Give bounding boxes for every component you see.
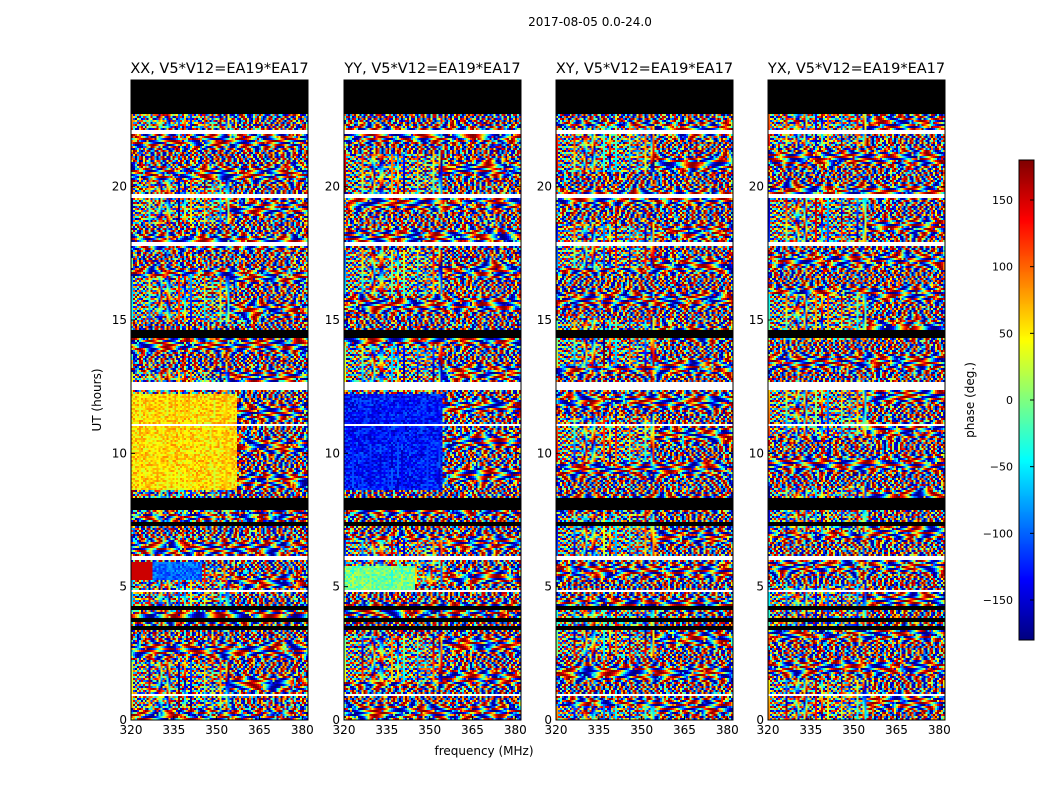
y-tick-label: 0 (332, 713, 340, 727)
x-axis-label: frequency (MHz) (434, 744, 533, 758)
figure-suptitle: 2017-08-05 0.0-24.0 (528, 15, 652, 29)
y-tick-label: 10 (749, 446, 764, 460)
colorbar-tick-label: 100 (992, 261, 1013, 274)
x-tick-label: 320 (120, 723, 143, 737)
x-tick-label: 365 (461, 723, 484, 737)
colorbar-tick-label: −150 (983, 594, 1013, 607)
colorbar-tick-label: 0 (1006, 394, 1013, 407)
y-tick-label: 20 (325, 180, 340, 194)
x-tick-label: 320 (333, 723, 356, 737)
y-tick-label: 5 (544, 580, 552, 594)
x-tick-label: 380 (716, 723, 739, 737)
panel-title: XY, V5*V12=EA19*EA17 (556, 61, 733, 77)
y-tick-label: 10 (112, 446, 127, 460)
x-tick-label: 335 (587, 723, 610, 737)
x-tick-label: 365 (885, 723, 908, 737)
x-tick-label: 335 (375, 723, 398, 737)
y-tick-label: 0 (544, 713, 552, 727)
panel-group: XX, V5*V12=EA19*EA17 320 335 350 365 380 0 5 10 1… (112, 61, 951, 737)
x-tick-label: 365 (248, 723, 271, 737)
y-tick-label: 20 (112, 180, 127, 194)
y-tick-label: 5 (756, 580, 764, 594)
axes-frame (767, 79, 946, 721)
phase-heatmap (344, 80, 521, 720)
x-tick-label: 335 (162, 723, 185, 737)
colorbar-label: phase (deg.) (963, 362, 977, 438)
colorbar-gradient (1019, 160, 1034, 640)
panel-1: XX, V5*V12=EA19*EA17 320 335 350 365 380 0 5 10 1… (112, 61, 314, 737)
colorbar-tick-label: −100 (983, 527, 1013, 540)
panel-4: YX, V5*V12=EA19*EA17 320 335 350 365 380 0 5 10 1… (749, 61, 951, 737)
y-tick-label: 0 (756, 713, 764, 727)
axes-frame (555, 79, 734, 721)
x-tick-label: 350 (842, 723, 865, 737)
colorbar-tick-label: −50 (990, 461, 1013, 474)
panel-title: XX, V5*V12=EA19*EA17 (130, 61, 308, 77)
axes-frame (343, 79, 522, 721)
y-tick-label: 15 (537, 313, 552, 327)
colorbar: −150 −100 −50 0 50 100 150 (983, 159, 1035, 641)
x-tick-label: 320 (545, 723, 568, 737)
x-tick-label: 380 (928, 723, 951, 737)
x-tick-label: 350 (205, 723, 228, 737)
y-tick-label: 15 (325, 313, 340, 327)
phase-heatmap (768, 80, 945, 720)
y-axis-label: UT (hours) (90, 368, 104, 431)
y-tick-label: 10 (537, 446, 552, 460)
x-tick-label: 335 (799, 723, 822, 737)
x-tick-label: 365 (673, 723, 696, 737)
panel-title: YY, V5*V12=EA19*EA17 (343, 61, 520, 77)
y-tick-label: 15 (112, 313, 127, 327)
y-tick-label: 15 (749, 313, 764, 327)
y-tick-label: 10 (325, 446, 340, 460)
panel-3: XY, V5*V12=EA19*EA17 320 335 350 365 380 0 5 10 1… (537, 61, 739, 737)
panel-2: YY, V5*V12=EA19*EA17 320 335 350 365 380 0 5 10 1… (325, 61, 527, 737)
x-tick-label: 350 (630, 723, 653, 737)
y-tick-label: 5 (119, 580, 127, 594)
panel-title: YX, V5*V12=EA19*EA17 (767, 61, 945, 77)
phase-heatmap (131, 80, 308, 720)
colorbar-tick-label: 50 (999, 327, 1013, 340)
phase-heatmap (556, 80, 733, 720)
y-tick-label: 20 (537, 180, 552, 194)
x-tick-label: 380 (291, 723, 314, 737)
x-tick-label: 350 (418, 723, 441, 737)
y-tick-label: 20 (749, 180, 764, 194)
x-tick-label: 320 (757, 723, 780, 737)
x-tick-label: 380 (504, 723, 527, 737)
axes-frame (130, 79, 309, 721)
colorbar-tick-label: 150 (992, 194, 1013, 207)
y-tick-label: 0 (119, 713, 127, 727)
y-tick-label: 5 (332, 580, 340, 594)
